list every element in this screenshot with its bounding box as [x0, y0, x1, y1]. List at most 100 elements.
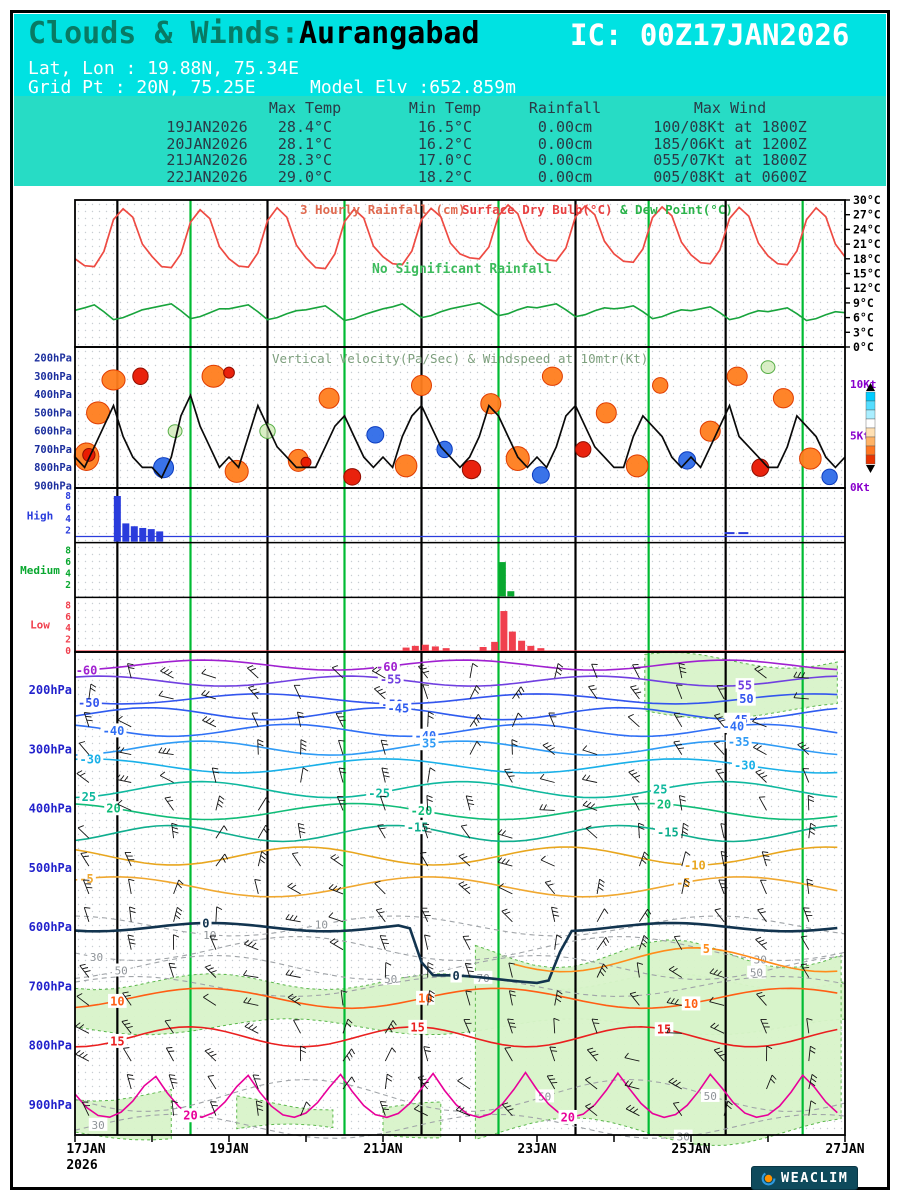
wind-barb: [673, 935, 683, 950]
wind-barb: [632, 664, 641, 679]
vv-blob-blue: [366, 426, 385, 444]
wind-barb: [204, 1048, 217, 1062]
wind-barb: [422, 823, 432, 839]
panel-backgrounds: [75, 200, 845, 1135]
weaclim-logo-text: WEACLIM: [781, 1170, 849, 1186]
wind-barb: [117, 715, 132, 728]
isotherm-label: 20: [561, 1110, 575, 1124]
vv-pressure-label: 700hPa: [34, 444, 72, 456]
cell-rainfall: 0.00cm: [537, 167, 593, 186]
panel-borders: [74, 199, 846, 1136]
cloud-tick: 8: [65, 491, 71, 502]
wind-barb: [255, 1100, 264, 1116]
vertical-velocity-panel: [73, 360, 846, 486]
wind-barb: [808, 1045, 816, 1062]
isotherm-label: 10: [418, 991, 432, 1005]
cloud-tick: 4: [65, 514, 71, 525]
wind-barb: [172, 934, 180, 950]
wind-barb: [297, 822, 306, 839]
wind-barb: [582, 774, 598, 783]
wind-barb: [806, 1017, 813, 1034]
weaclim-logo[interactable]: WEACLIM: [751, 1166, 859, 1190]
wind-barb: [628, 769, 641, 783]
wind-barb: [678, 662, 687, 679]
wind-barb: [808, 1074, 818, 1090]
cloud-bar: [411, 645, 419, 651]
temp-axis-tick: 12°C: [853, 281, 881, 295]
axes-labels: 0°C3°C6°C9°C12°C15°C18°C21°C24°C27°C30°C…: [29, 193, 881, 1173]
cloud-bar: [518, 640, 526, 651]
surface-panel: [74, 203, 846, 322]
wind-barb: [122, 991, 132, 1006]
isotherm-15: [74, 1025, 838, 1048]
wind-barb: [758, 796, 767, 811]
wind-barb: [168, 1074, 178, 1090]
wind-barb: [542, 742, 555, 755]
header-max-temp: Max Temp: [268, 99, 342, 117]
wind-barb: [757, 908, 767, 923]
upper-pressure-label: 200hPa: [29, 683, 72, 697]
wind-barb: [379, 935, 389, 950]
rh-contour: [74, 1078, 846, 1112]
isotherm-label: 15: [110, 1034, 124, 1048]
isotherm-label: 10: [684, 997, 698, 1011]
time-axis-label: 27JAN: [825, 1142, 864, 1157]
wind-barb: [79, 963, 91, 978]
wind-barb: [539, 773, 555, 783]
wind-barb: [802, 907, 813, 922]
isotherm--5: [74, 876, 838, 898]
header-date-spacer: [147, 99, 267, 117]
cloud-bar: [508, 631, 516, 651]
wind-barb: [507, 1018, 517, 1034]
wind-scale-segment: [865, 400, 876, 411]
vv-blob-orange: [595, 402, 617, 424]
isotherm-label: -60: [376, 660, 398, 674]
wind-barb: [554, 990, 563, 1006]
temp-axis-tick: 18°C: [853, 252, 881, 266]
isotherm-label: 35: [422, 737, 436, 751]
wind-barb: [300, 767, 309, 783]
wind-barb: [497, 857, 513, 867]
cell-min-temp: 18.2°C: [417, 167, 473, 186]
wind-barb: [201, 689, 217, 700]
wind-barb: [585, 825, 598, 839]
cloud-tick: 2: [65, 580, 71, 591]
cell-rainfall: 0.00cm: [537, 151, 593, 169]
wind-barb: [374, 880, 386, 895]
wind-barb: [243, 997, 259, 1006]
wind-barb: [548, 712, 557, 727]
rainfall-panel-title: 3 Hourly Rainfall (cm): [300, 202, 466, 217]
wind-barb: [379, 795, 387, 811]
wind-barb: [753, 743, 767, 755]
isotherm--15: [74, 824, 838, 843]
wind-barb: [766, 1074, 777, 1090]
wind-barb: [215, 906, 223, 922]
wind-barb: [246, 665, 259, 679]
wind-barb: [793, 692, 809, 700]
wind-barb: [752, 716, 767, 728]
isotherm-label: -30: [80, 752, 102, 766]
wind-barb: [457, 1077, 471, 1090]
wind-barb: [427, 990, 435, 1006]
wind-barb: [549, 1046, 558, 1062]
wind-barb: [582, 800, 598, 811]
wind-barb: [342, 1018, 353, 1034]
wind-barb: [331, 665, 344, 679]
isotherm-label: -45: [388, 702, 410, 716]
wind-axis-label: 5Kt: [850, 430, 870, 443]
wind-barb: [211, 767, 220, 783]
isotherm-label: -10: [684, 858, 706, 872]
wind-barb: [252, 1074, 261, 1090]
wind-barb: [373, 685, 386, 700]
isotherm-label: -35: [728, 735, 750, 749]
upper-pressure-label: 800hPa: [29, 1039, 72, 1053]
wind-barb: [121, 1019, 133, 1034]
wind-barb: [209, 935, 218, 950]
wind-barb: [330, 854, 344, 867]
isotherm-label: 55: [738, 679, 752, 693]
wind-barb: [756, 991, 767, 1006]
wind-barb: [588, 685, 598, 700]
wind-barb: [171, 1100, 178, 1116]
no-rain-annotation: No Significant Rainfall: [372, 262, 553, 277]
